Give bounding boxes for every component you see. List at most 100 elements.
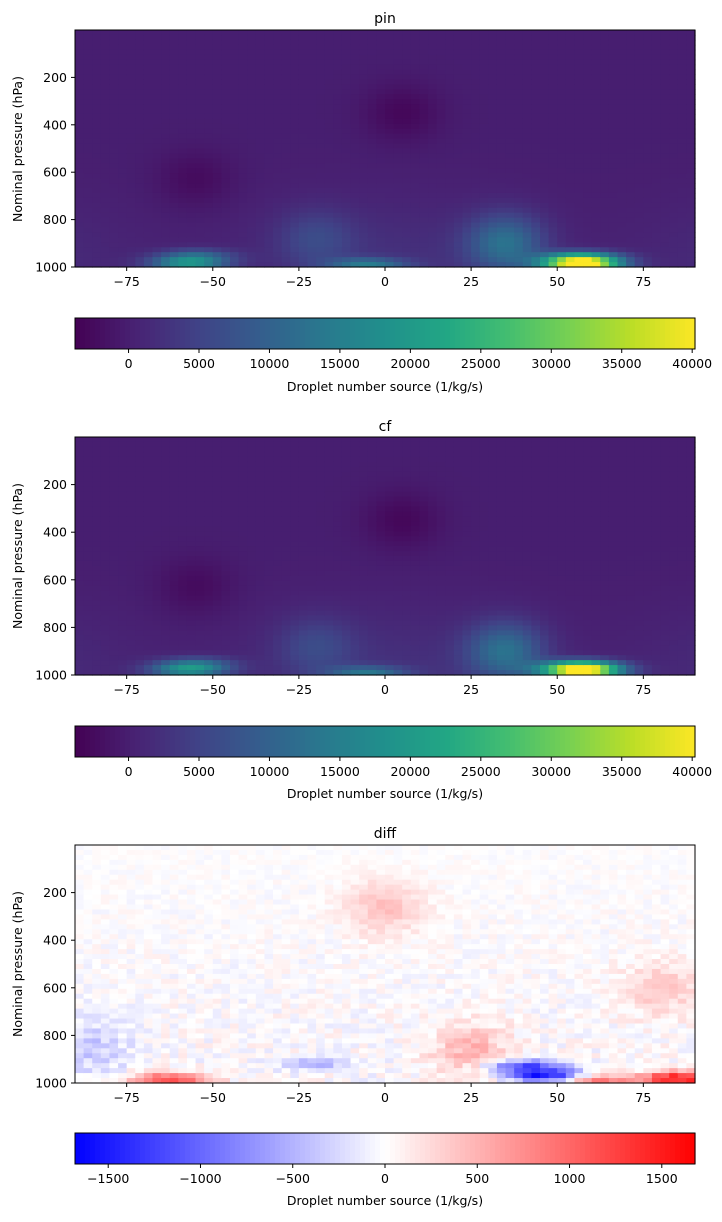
heatmap-cell	[592, 237, 601, 243]
heatmap-cell	[221, 606, 230, 612]
heatmap-cell	[101, 119, 110, 125]
heatmap-cell	[161, 596, 170, 602]
heatmap-cell	[264, 546, 273, 552]
heatmap-cell	[101, 213, 110, 219]
heatmap-cell	[109, 40, 118, 46]
heatmap-cell	[187, 472, 196, 478]
heatmap-cell	[411, 65, 420, 71]
heatmap-cell	[566, 228, 575, 234]
heatmap-cell	[196, 228, 205, 234]
heatmap-cell	[161, 134, 170, 140]
heatmap-cell	[583, 183, 592, 189]
heatmap-cell	[635, 203, 644, 209]
heatmap-cell	[316, 521, 325, 527]
heatmap-cell	[178, 556, 187, 562]
heatmap-cell	[402, 237, 411, 243]
heatmap-cell	[445, 94, 454, 100]
heatmap-cell	[574, 134, 583, 140]
heatmap-cell	[178, 168, 187, 174]
heatmap-cell	[84, 596, 93, 602]
heatmap-cell	[678, 124, 687, 130]
heatmap-cell	[299, 84, 308, 90]
heatmap-cell	[600, 158, 609, 164]
heatmap-cell	[161, 173, 170, 179]
heatmap-cell	[437, 129, 446, 135]
heatmap-cell	[256, 462, 265, 468]
heatmap-cell	[170, 35, 179, 41]
heatmap-cell	[84, 616, 93, 622]
heatmap-cell	[282, 188, 291, 194]
heatmap-cell	[118, 60, 127, 66]
heatmap-cell	[342, 84, 351, 90]
heatmap-cell	[256, 247, 265, 253]
heatmap-cell	[454, 232, 463, 238]
heatmap-cell	[161, 257, 170, 263]
heatmap-cell	[316, 511, 325, 517]
heatmap-cell	[153, 40, 162, 46]
heatmap-cell	[299, 94, 308, 100]
heatmap-cell	[290, 462, 299, 468]
heatmap-cell	[264, 457, 273, 463]
heatmap-cell	[368, 213, 377, 219]
heatmap-cell	[92, 541, 101, 547]
heatmap-cell	[661, 193, 670, 199]
heatmap-cell	[239, 581, 248, 587]
heatmap-cell	[282, 487, 291, 493]
heatmap-cell	[170, 457, 179, 463]
heatmap-cell	[540, 74, 549, 80]
heatmap-cell	[290, 501, 299, 507]
heatmap-cell	[256, 237, 265, 243]
heatmap-cell	[549, 252, 558, 258]
heatmap-cell	[84, 492, 93, 498]
heatmap-cell	[445, 153, 454, 159]
heatmap-cell	[316, 516, 325, 522]
heatmap-cell	[686, 99, 695, 105]
heatmap-cell	[161, 591, 170, 597]
heatmap-cell	[669, 74, 678, 80]
heatmap-cell	[127, 114, 136, 120]
heatmap-cell	[652, 89, 661, 95]
heatmap-cell	[256, 223, 265, 229]
heatmap-cell	[669, 247, 678, 253]
heatmap-cell	[282, 84, 291, 90]
heatmap-cell	[161, 551, 170, 557]
heatmap-cell	[127, 571, 136, 577]
heatmap-cell	[566, 74, 575, 80]
heatmap-cell	[256, 35, 265, 41]
heatmap-cell	[540, 252, 549, 258]
heatmap-cell	[342, 114, 351, 120]
heatmap-cell	[264, 208, 273, 214]
heatmap-cell	[264, 104, 273, 110]
heatmap-cell	[480, 124, 489, 130]
heatmap-cell	[635, 99, 644, 105]
heatmap-cell	[273, 213, 282, 219]
heatmap-cell	[514, 198, 523, 204]
heatmap-cell	[84, 447, 93, 453]
heatmap-cell	[127, 228, 136, 234]
heatmap-cell	[264, 526, 273, 532]
heatmap-cell	[92, 511, 101, 517]
heatmap-cell	[273, 84, 282, 90]
heatmap-cell	[282, 213, 291, 219]
heatmap-cell	[196, 576, 205, 582]
heatmap-cell	[299, 591, 308, 597]
heatmap-cell	[583, 203, 592, 209]
heatmap-cell	[84, 129, 93, 135]
heatmap-cell	[101, 506, 110, 512]
heatmap-cell	[187, 178, 196, 184]
heatmap-cell	[471, 45, 480, 51]
heatmap-cell	[342, 223, 351, 229]
heatmap-cell	[359, 99, 368, 105]
heatmap-cell	[308, 472, 317, 478]
heatmap-cell	[419, 193, 428, 199]
heatmap-cell	[135, 94, 144, 100]
heatmap-cell	[213, 482, 222, 488]
heatmap-cell	[273, 561, 282, 567]
heatmap-cell	[333, 124, 342, 130]
heatmap-cell	[385, 252, 394, 258]
heatmap-cell	[221, 232, 230, 238]
heatmap-cell	[101, 521, 110, 527]
heatmap-cell	[239, 40, 248, 46]
heatmap-cell	[325, 188, 334, 194]
heatmap-cell	[308, 99, 317, 105]
